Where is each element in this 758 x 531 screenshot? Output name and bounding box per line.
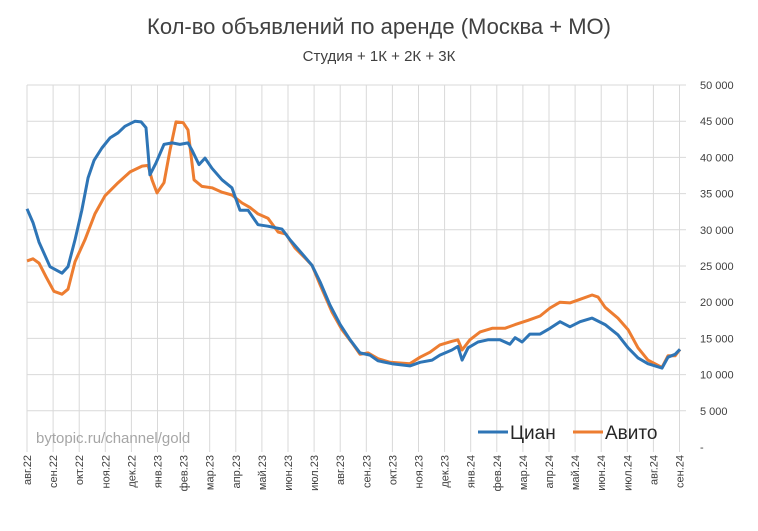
chart-subtitle: Студия + 1К + 2К + 3К bbox=[302, 48, 456, 65]
y-tick-label: 45 000 bbox=[700, 116, 734, 128]
x-tick-label: июн.24 bbox=[596, 455, 608, 491]
x-tick-label: апр.24 bbox=[544, 455, 556, 488]
x-tick-label: май.24 bbox=[570, 455, 582, 490]
x-tick-label: июл.23 bbox=[309, 455, 321, 491]
x-tick-label: авг.23 bbox=[335, 455, 347, 485]
x-tick-label: дек.23 bbox=[440, 455, 452, 488]
y-tick-label: 40 000 bbox=[700, 152, 734, 164]
x-tick-label: сен.23 bbox=[361, 455, 373, 488]
x-tick-label: фев.24 bbox=[492, 455, 504, 491]
x-tick-label: мар.23 bbox=[205, 455, 217, 490]
x-tick-label: мар.24 bbox=[518, 455, 530, 490]
x-tick-label: авг.24 bbox=[648, 455, 660, 485]
x-tick-label: май.23 bbox=[257, 455, 269, 490]
legend-label: Авито bbox=[605, 423, 657, 444]
x-tick-label: янв.24 bbox=[466, 455, 478, 488]
y-tick-label: 10 000 bbox=[700, 370, 734, 382]
x-tick-label: окт.22 bbox=[74, 455, 86, 485]
x-tick-label: дек.22 bbox=[126, 455, 138, 488]
y-tick-label: - bbox=[700, 442, 704, 454]
x-tick-label: авг.22 bbox=[22, 455, 34, 485]
x-tick-label: сен.22 bbox=[48, 455, 60, 488]
series-line-cian bbox=[25, 119, 682, 370]
watermark: bytopic.ru/channel/gold bbox=[36, 430, 190, 447]
y-tick-label: 50 000 bbox=[700, 80, 734, 92]
x-tick-label: янв.23 bbox=[153, 455, 165, 488]
y-tick-label: 25 000 bbox=[700, 261, 734, 273]
y-tick-label: 35 000 bbox=[700, 189, 734, 201]
x-tick-label: окт.23 bbox=[387, 455, 399, 485]
x-tick-label: ноя.22 bbox=[100, 455, 112, 488]
y-tick-label: 30 000 bbox=[700, 225, 734, 237]
x-tick-label: фев.23 bbox=[179, 455, 191, 491]
y-tick-label: 15 000 bbox=[700, 333, 734, 345]
series-line-avito bbox=[26, 120, 682, 369]
x-tick-label: июн.23 bbox=[283, 455, 295, 491]
y-tick-label: 20 000 bbox=[700, 297, 734, 309]
y-tick-label: 5 000 bbox=[700, 406, 728, 418]
chart-title: Кол-во объявлений по аренде (Москва + МО… bbox=[147, 14, 611, 39]
x-tick-label: июл.24 bbox=[622, 455, 634, 491]
x-tick-label: апр.23 bbox=[231, 455, 243, 488]
legend-label: Циан bbox=[510, 423, 556, 444]
x-tick-label: ноя.23 bbox=[414, 455, 426, 488]
x-tick-label: сен.24 bbox=[675, 455, 687, 488]
